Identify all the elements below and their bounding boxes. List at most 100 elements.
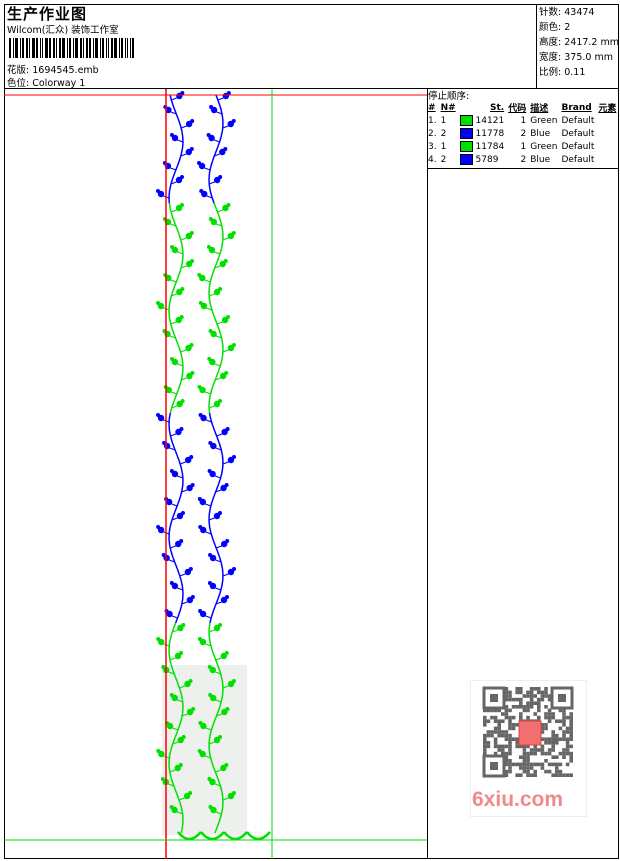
vine-stem [210, 532, 214, 540]
qr-module [555, 719, 559, 723]
qr-module [569, 712, 573, 716]
qr-module [522, 708, 527, 713]
table-row[interactable]: 3. 1 11784 1 Green Default [427, 140, 619, 153]
qr-module [486, 741, 491, 745]
row-brand: Default [561, 154, 595, 165]
qr-module [569, 755, 573, 759]
vine-leaf [169, 245, 174, 249]
qr-module [515, 773, 519, 777]
design-stats: 针数: 43474 颜色: 2 高度: 2417.2 mm 宽度: 375.0 … [539, 5, 619, 80]
qr-module [565, 748, 570, 752]
qr-module [508, 762, 512, 767]
vine-leaf [189, 455, 194, 459]
row-index: 4. [428, 154, 437, 165]
qr-module [526, 705, 530, 709]
watermark-box [470, 680, 587, 817]
vine-stem [209, 502, 213, 510]
vine-stem [221, 352, 224, 360]
qr-module [511, 715, 516, 720]
qr-module [504, 697, 509, 702]
vine-leaf [218, 735, 223, 739]
row-code: 1 [520, 141, 527, 152]
qr-module [508, 741, 512, 745]
vine-leaf [198, 721, 203, 725]
qr-module [526, 769, 530, 774]
design-value: 1694545.emb [32, 65, 99, 76]
vine-leaf [206, 245, 211, 249]
barcode [9, 38, 141, 58]
qr-module [501, 733, 505, 738]
vine-leaf [208, 329, 213, 333]
qr-module [569, 719, 573, 723]
vine-leaf [225, 707, 230, 711]
vine-leaf [169, 693, 174, 697]
qr-module [493, 730, 498, 734]
qr-module [558, 769, 563, 774]
vine-stem [178, 154, 182, 162]
qr-module [537, 748, 541, 752]
qr-module [555, 755, 559, 759]
vine-stem [208, 412, 212, 420]
vine-leaf [208, 693, 213, 697]
vine-stem [180, 466, 184, 474]
qr-module [504, 733, 509, 738]
vine-leaf [189, 343, 194, 347]
barcode-bar [79, 38, 82, 58]
vine-stem [209, 616, 213, 624]
vine-stem [209, 274, 213, 282]
qr-module [504, 712, 509, 716]
vine-stem [211, 382, 215, 390]
qr-module [493, 741, 498, 745]
qr-module [511, 723, 516, 727]
vine-leaf [198, 525, 203, 529]
qr-module [504, 715, 509, 720]
qr-module [493, 708, 498, 713]
vine-stem [215, 94, 219, 102]
company-name: Wilcom(汇众) 装饰工作室 [7, 25, 119, 36]
barcode-bar [129, 38, 131, 58]
qr-module [526, 762, 530, 767]
vine-stem [216, 664, 221, 672]
qr-module [551, 733, 555, 738]
barcode-bar [29, 38, 30, 58]
vine-stem [176, 682, 181, 690]
vine-stem [210, 610, 215, 618]
qr-module [483, 715, 487, 720]
qr-module [515, 697, 519, 702]
qr-module [533, 694, 537, 698]
qr-module [519, 712, 523, 716]
qr-module [490, 762, 498, 770]
qr-module [483, 719, 487, 723]
qr-module [501, 712, 505, 716]
qr-module [562, 773, 566, 777]
qr-module [515, 687, 519, 691]
barcode-bar [56, 38, 57, 58]
qr-module [508, 690, 512, 695]
vine-stem [180, 598, 184, 606]
qr-module [540, 748, 545, 752]
vine-stem [176, 454, 180, 462]
qr-module [511, 762, 516, 767]
row-index: 2. [428, 128, 437, 139]
table-row[interactable]: 4. 2 5789 2 Blue Default [427, 153, 619, 166]
qr-module [529, 773, 534, 777]
qr-module [508, 766, 512, 770]
vine-stem [172, 556, 176, 564]
table-row[interactable]: 1. 1 14121 1 Green Default [427, 114, 619, 127]
vine-stem [214, 712, 219, 720]
vine-leaf [179, 175, 184, 179]
row-code: 1 [520, 115, 527, 126]
table-row[interactable]: 2. 2 11778 2 Blue Default [427, 127, 619, 140]
qr-module [508, 744, 512, 749]
vine-leaf [189, 231, 194, 235]
qr-module [533, 701, 537, 705]
vine-leaf [169, 469, 174, 473]
vine-stem [171, 442, 176, 450]
qr-module [562, 719, 566, 723]
qr-module [544, 726, 548, 731]
scallop-border [246, 831, 271, 841]
vine-stem [178, 268, 182, 276]
qr-module [519, 715, 523, 720]
qr-module [526, 755, 530, 759]
